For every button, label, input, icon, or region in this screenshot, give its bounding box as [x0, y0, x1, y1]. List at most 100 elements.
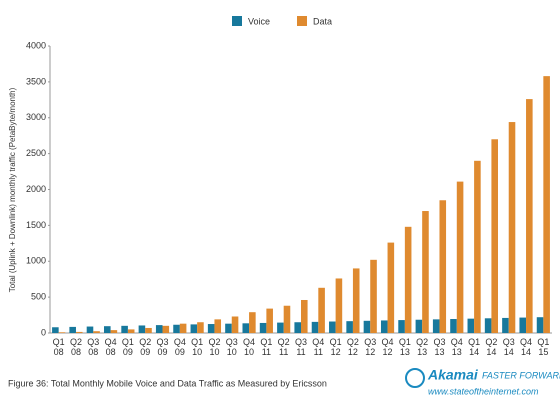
bar — [439, 200, 447, 333]
bar — [450, 319, 457, 333]
x-tick-label: Q2 13 — [416, 337, 428, 357]
x-tick-label: Q1 12 — [330, 337, 342, 357]
legend-swatch — [232, 16, 242, 26]
bar — [162, 325, 170, 333]
y-tick-label: 2500 — [26, 148, 46, 158]
bar — [155, 325, 163, 333]
bar — [526, 99, 533, 333]
x-tick-label: Q2 12 — [347, 337, 359, 357]
bar — [380, 320, 388, 333]
bar — [75, 331, 83, 333]
y-tick-label: 500 — [31, 292, 46, 302]
x-tick-label: Q3 09 — [157, 337, 169, 357]
x-tick-label: Q4 13 — [451, 337, 463, 357]
bar — [415, 319, 423, 333]
x-tick-label: Q1 11 — [260, 337, 272, 357]
x-tick-label: Q1 14 — [468, 337, 480, 357]
bar — [249, 312, 256, 333]
x-tick-label: Q1 10 — [191, 337, 203, 357]
x-tick-label: Q2 14 — [485, 337, 497, 357]
bar — [311, 321, 319, 333]
bar — [474, 160, 481, 333]
legend-label: Voice — [248, 16, 270, 26]
bar — [502, 317, 509, 333]
bar — [491, 139, 498, 333]
bar — [259, 322, 267, 333]
bar — [346, 321, 353, 333]
bar — [110, 330, 118, 333]
bar — [387, 242, 395, 333]
x-tick-label: Q2 08 — [70, 337, 82, 357]
bar — [145, 327, 152, 333]
bar — [484, 318, 492, 333]
bar — [467, 318, 475, 333]
bar — [86, 326, 94, 333]
bar — [456, 181, 464, 333]
x-tick-label: Q3 13 — [433, 337, 445, 357]
x-tick-label: Q2 11 — [278, 337, 290, 357]
x-tick-label: Q1 09 — [122, 337, 134, 357]
bar — [519, 317, 527, 333]
x-tick-label: Q4 08 — [105, 337, 117, 357]
bar — [179, 323, 187, 333]
x-tick-label: Q2 09 — [139, 337, 151, 357]
logo-icon — [405, 368, 425, 388]
bar — [214, 319, 222, 333]
caption: Figure 36: Total Monthly Mobile Voice an… — [8, 378, 327, 388]
x-tick-label: Q4 12 — [382, 337, 394, 357]
bar — [93, 331, 100, 333]
x-tick-label: Q4 09 — [174, 337, 186, 357]
y-tick-label: 3500 — [26, 76, 46, 86]
x-tick-label: Q1 15 — [537, 337, 549, 357]
bar — [543, 76, 550, 333]
x-tick-label: Q3 08 — [87, 337, 99, 357]
legend-label: Data — [313, 16, 332, 26]
bar — [432, 319, 440, 333]
logo-brand: Akamai — [427, 367, 479, 383]
y-axis-label: Total (Uplink + Downlink) monthly traffi… — [8, 87, 17, 292]
bar — [536, 317, 544, 333]
bar — [207, 324, 215, 333]
bar — [329, 321, 336, 333]
bar — [266, 308, 273, 333]
bar — [404, 226, 412, 333]
x-tick-label: Q1 13 — [399, 337, 411, 357]
y-tick-label: 1000 — [26, 256, 46, 266]
y-tick-label: 1500 — [26, 220, 46, 230]
bar — [52, 327, 59, 333]
x-tick-label: Q3 14 — [503, 337, 515, 357]
bar — [121, 325, 128, 333]
bar — [422, 211, 429, 333]
bar — [318, 287, 325, 333]
bar — [301, 299, 308, 333]
bar — [370, 259, 377, 333]
y-tick-label: 4000 — [26, 40, 46, 50]
bar — [335, 278, 343, 333]
bar — [104, 326, 111, 333]
x-tick-label: Q4 14 — [520, 337, 532, 357]
x-tick-label: Q3 10 — [226, 337, 238, 357]
y-tick-label: 0 — [41, 327, 46, 337]
bar — [398, 320, 405, 333]
bar — [225, 323, 232, 333]
bar — [173, 324, 180, 333]
bar — [69, 326, 76, 333]
logo-url: www.stateoftheinternet.com — [428, 386, 539, 396]
bar — [58, 332, 66, 333]
x-tick-label: Q3 12 — [364, 337, 376, 357]
bar — [294, 322, 301, 333]
bar — [508, 122, 516, 334]
bar — [190, 324, 198, 333]
x-tick-label: Q1 08 — [53, 337, 65, 357]
bar — [352, 268, 360, 333]
bar — [363, 320, 371, 333]
x-tick-label: Q3 11 — [295, 337, 307, 357]
y-tick-label: 2000 — [26, 184, 46, 194]
logo-tagline: FASTER FORWARD — [482, 370, 560, 380]
bar — [197, 322, 204, 333]
bar — [277, 322, 284, 333]
x-tick-label: Q4 11 — [312, 337, 324, 357]
bar — [231, 316, 239, 333]
y-tick-label: 3000 — [26, 112, 46, 122]
